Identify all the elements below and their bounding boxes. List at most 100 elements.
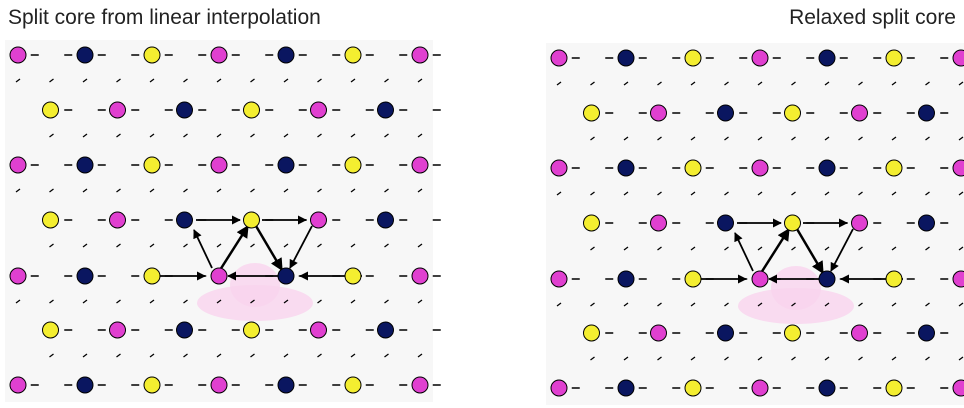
atom [378,102,394,118]
atom [278,157,294,173]
atom [551,271,567,287]
atom [685,271,701,287]
atom [43,322,59,338]
atom [953,380,964,396]
panel-background [546,43,964,405]
atom [584,325,600,341]
atom [311,322,327,338]
atom [144,157,160,173]
atom [345,377,361,393]
panel-background [5,40,433,402]
atom [752,271,768,287]
atom [551,380,567,396]
atom [378,322,394,338]
panel [546,43,964,405]
atom [886,271,902,287]
atom [77,157,93,173]
atom [10,47,26,63]
atom [345,268,361,284]
atom [852,105,868,121]
atom [244,322,260,338]
atom [618,160,634,176]
atom [718,105,734,121]
atom [785,325,801,341]
atom [785,105,801,121]
atom [77,377,93,393]
atom [278,377,294,393]
atom [886,380,902,396]
atom [752,50,768,66]
panel-title: Relaxed split core [789,6,956,29]
core-density [771,266,821,310]
atom [685,160,701,176]
atom [651,215,667,231]
atom [110,212,126,228]
atom [144,268,160,284]
atom [651,325,667,341]
atom [311,102,327,118]
atom [953,50,964,66]
atom [886,160,902,176]
atom [752,160,768,176]
atom [43,212,59,228]
atom [278,268,294,284]
atom [211,268,227,284]
atom [819,50,835,66]
atom [953,160,964,176]
atom [177,102,193,118]
atom [685,50,701,66]
atom [752,380,768,396]
atom [819,160,835,176]
panel [5,40,441,402]
atom [177,212,193,228]
atom [378,212,394,228]
atom [110,322,126,338]
atom [618,271,634,287]
atom [244,212,260,228]
atom [584,215,600,231]
atom [412,157,428,173]
atom [618,50,634,66]
atom [819,380,835,396]
atom [211,157,227,173]
atom [584,105,600,121]
atom [10,268,26,284]
atom [412,268,428,284]
atom [10,157,26,173]
atom [651,105,667,121]
atom [412,47,428,63]
atom [144,377,160,393]
atom [785,215,801,231]
atom [311,212,327,228]
atom [177,322,193,338]
atom [919,325,935,341]
atom [345,157,361,173]
atom [685,380,701,396]
atom [819,271,835,287]
atom [718,215,734,231]
atom [551,160,567,176]
atom [551,50,567,66]
atom [211,377,227,393]
atom [618,380,634,396]
atom [919,215,935,231]
core-density [230,263,280,307]
atom [77,47,93,63]
atom [919,105,935,121]
atom [211,47,227,63]
atom [718,325,734,341]
atom [43,102,59,118]
atom [345,47,361,63]
figure: Split core from linear interpolation Rel… [0,0,964,408]
atom [953,271,964,287]
atom [110,102,126,118]
atom [278,47,294,63]
atom [852,215,868,231]
atom [412,377,428,393]
atom [244,102,260,118]
panel-title: Split core from linear interpolation [8,6,321,29]
atom [886,50,902,66]
atom [144,47,160,63]
atom [10,377,26,393]
atom [77,268,93,284]
